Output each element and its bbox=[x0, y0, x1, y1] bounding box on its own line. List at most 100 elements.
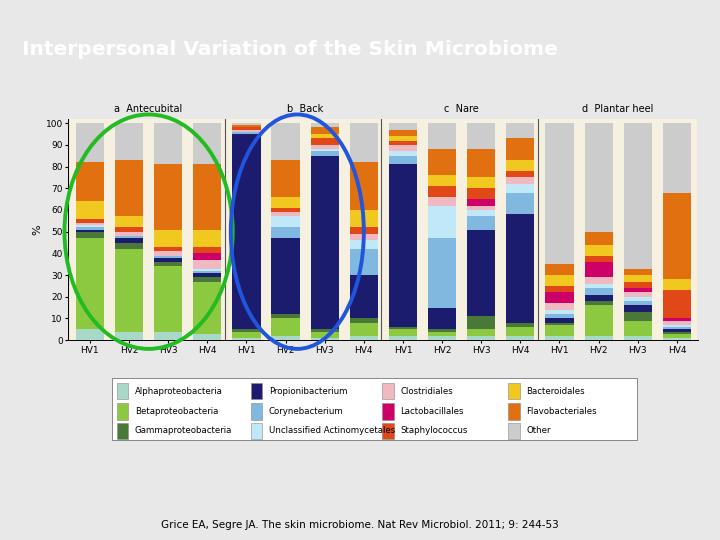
Bar bbox=[154, 247, 182, 251]
Bar bbox=[389, 151, 417, 156]
Bar bbox=[467, 210, 495, 217]
Bar bbox=[76, 162, 104, 201]
Text: a  Antecubital: a Antecubital bbox=[114, 104, 183, 114]
Bar bbox=[545, 275, 574, 286]
Bar bbox=[154, 123, 182, 164]
Bar bbox=[624, 336, 652, 340]
Bar bbox=[233, 130, 261, 132]
Bar bbox=[428, 238, 456, 308]
Bar bbox=[545, 336, 574, 340]
Bar bbox=[389, 329, 417, 336]
Bar bbox=[624, 288, 652, 293]
Text: Gammaproteobacteria: Gammaproteobacteria bbox=[135, 426, 232, 435]
Bar bbox=[545, 310, 574, 314]
Bar bbox=[76, 201, 104, 219]
Bar bbox=[193, 268, 222, 271]
Bar bbox=[76, 219, 104, 223]
Bar bbox=[271, 197, 300, 208]
Bar bbox=[545, 303, 574, 310]
Bar bbox=[350, 249, 378, 275]
Bar bbox=[193, 253, 222, 260]
Bar bbox=[271, 238, 300, 314]
Bar bbox=[545, 319, 574, 323]
Bar bbox=[115, 232, 143, 236]
Bar bbox=[382, 423, 394, 439]
Bar bbox=[76, 232, 104, 238]
Bar bbox=[233, 125, 261, 127]
Bar bbox=[585, 336, 613, 340]
Bar bbox=[271, 336, 300, 340]
Bar bbox=[467, 199, 495, 206]
Bar bbox=[310, 329, 339, 332]
Bar bbox=[115, 242, 143, 249]
Bar bbox=[233, 123, 261, 125]
Bar bbox=[585, 262, 613, 277]
Text: d  Plantar heel: d Plantar heel bbox=[582, 104, 654, 114]
Bar bbox=[117, 423, 128, 439]
Bar bbox=[506, 184, 534, 193]
Bar bbox=[233, 332, 261, 338]
Bar bbox=[663, 332, 691, 334]
Bar bbox=[76, 123, 104, 162]
Bar bbox=[115, 236, 143, 238]
Bar bbox=[193, 123, 222, 164]
Bar bbox=[506, 193, 534, 214]
Bar bbox=[310, 149, 339, 151]
Bar bbox=[585, 306, 613, 336]
Bar bbox=[663, 123, 691, 193]
Bar bbox=[624, 293, 652, 297]
Bar bbox=[508, 383, 520, 399]
Bar bbox=[271, 227, 300, 238]
Bar bbox=[428, 336, 456, 340]
Bar bbox=[350, 240, 378, 249]
Bar bbox=[382, 403, 394, 420]
Bar bbox=[154, 255, 182, 258]
Bar bbox=[467, 329, 495, 336]
Text: Propionibacterium: Propionibacterium bbox=[269, 387, 347, 395]
Bar bbox=[310, 156, 339, 329]
Bar bbox=[117, 383, 128, 399]
Bar bbox=[350, 234, 378, 240]
Bar bbox=[271, 217, 300, 227]
Bar bbox=[428, 329, 456, 332]
Bar bbox=[663, 193, 691, 279]
Bar bbox=[271, 208, 300, 212]
Bar bbox=[585, 288, 613, 295]
Bar bbox=[350, 323, 378, 336]
Bar bbox=[310, 332, 339, 338]
Bar bbox=[193, 277, 222, 281]
Bar bbox=[467, 230, 495, 316]
Text: Grice EA, Segre JA. The skin microbiome. Nat Rev Microbiol. 2011; 9: 244-53: Grice EA, Segre JA. The skin microbiome.… bbox=[161, 520, 559, 530]
Bar bbox=[76, 225, 104, 227]
Bar bbox=[624, 297, 652, 301]
Bar bbox=[428, 332, 456, 336]
Bar bbox=[310, 338, 339, 340]
Bar bbox=[115, 249, 143, 332]
Bar bbox=[233, 127, 261, 130]
Bar bbox=[624, 123, 652, 268]
Bar bbox=[154, 164, 182, 230]
Text: Alphaproteobacteria: Alphaproteobacteria bbox=[135, 387, 222, 395]
Bar bbox=[389, 123, 417, 130]
Bar bbox=[506, 323, 534, 327]
Bar bbox=[467, 206, 495, 210]
Bar bbox=[350, 210, 378, 227]
Bar bbox=[545, 323, 574, 325]
Bar bbox=[233, 132, 261, 134]
Text: Corynebacterium: Corynebacterium bbox=[269, 407, 343, 416]
Bar bbox=[350, 227, 378, 234]
Bar bbox=[117, 403, 128, 420]
Bar bbox=[585, 295, 613, 301]
Bar bbox=[154, 262, 182, 266]
Bar bbox=[310, 138, 339, 145]
Bar bbox=[271, 123, 300, 160]
Bar bbox=[428, 206, 456, 238]
Bar bbox=[115, 123, 143, 160]
Bar bbox=[350, 123, 378, 162]
Text: Lactobacillales: Lactobacillales bbox=[400, 407, 464, 416]
Bar bbox=[428, 197, 456, 206]
Bar bbox=[545, 314, 574, 319]
Text: Staphylococcus: Staphylococcus bbox=[400, 426, 467, 435]
Bar bbox=[624, 312, 652, 321]
Bar bbox=[154, 258, 182, 262]
